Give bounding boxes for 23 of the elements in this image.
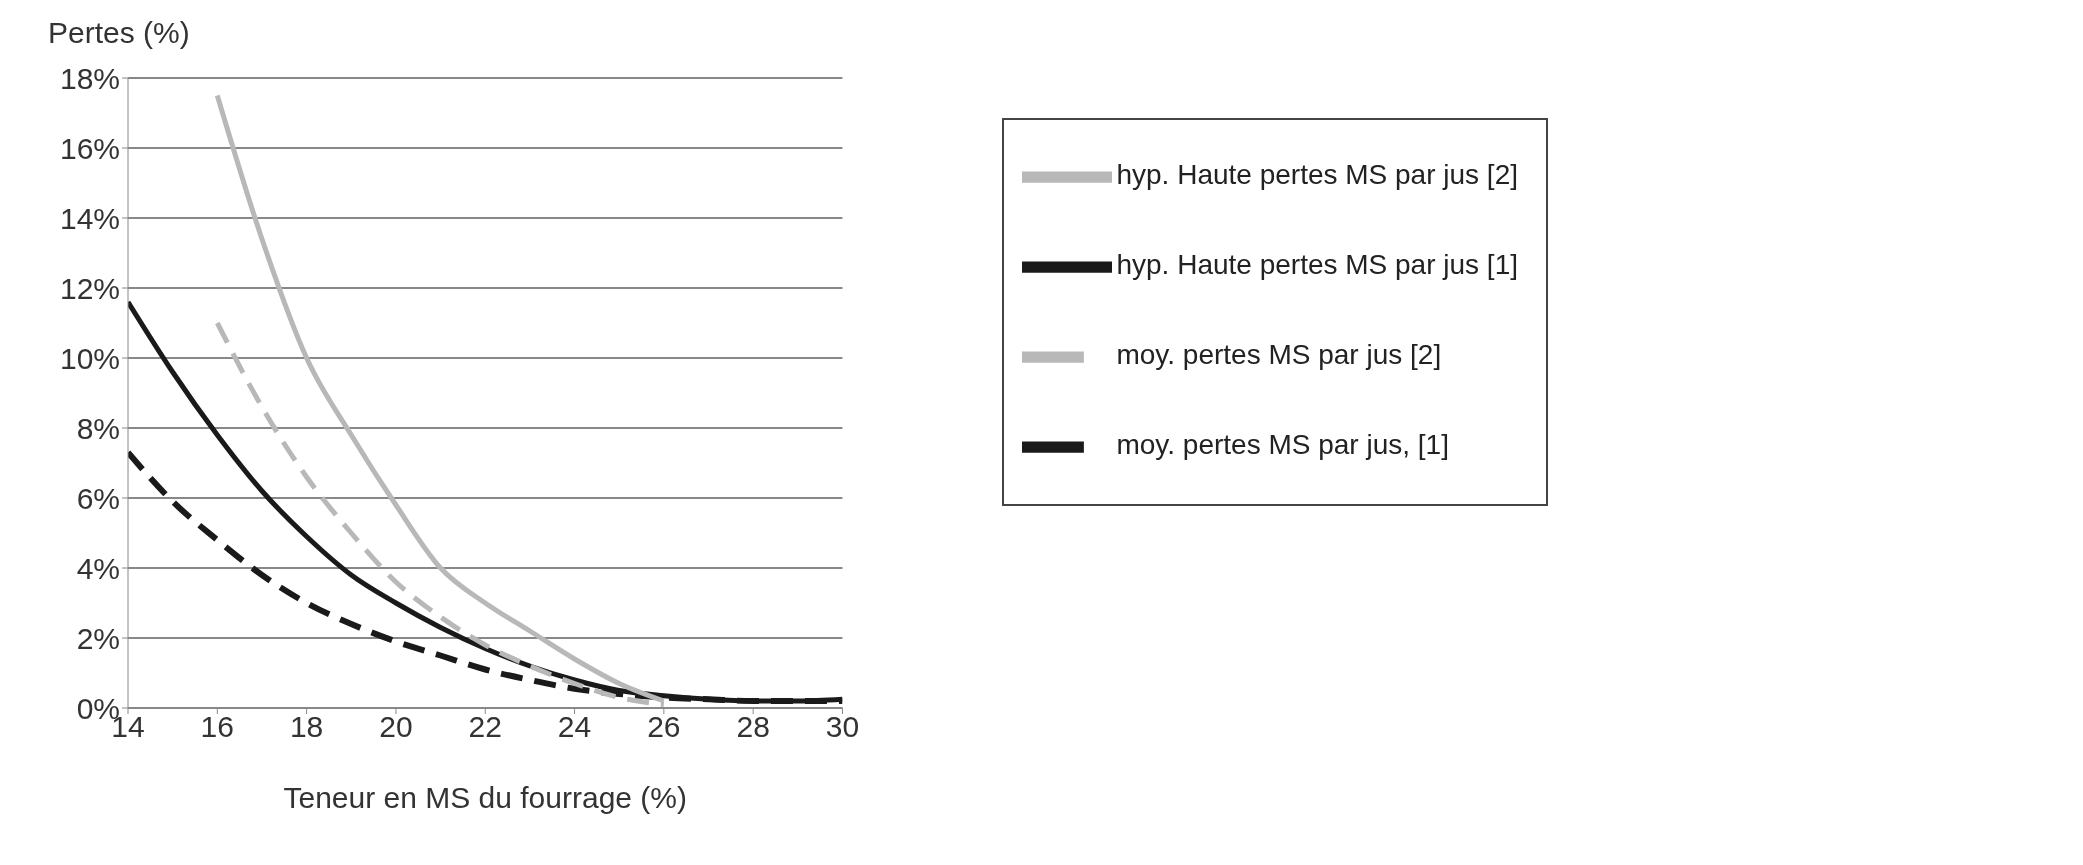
legend-label: hyp. Haute pertes MS par jus [1] — [1116, 249, 1518, 281]
y-tick-label: 4% — [76, 551, 120, 585]
y-axis-title: Pertes (%) — [48, 16, 190, 50]
y-tick-label: 8% — [76, 411, 120, 445]
y-tick-label: 6% — [76, 481, 120, 515]
y-tick-label: 2% — [76, 621, 120, 655]
y-tick-label: 16% — [59, 131, 120, 165]
legend-label: moy. pertes MS par jus, [1] — [1116, 429, 1449, 461]
x-tick-label: 30 — [825, 710, 860, 744]
x-tick-label: 16 — [200, 710, 234, 744]
y-tick-label: 10% — [59, 341, 120, 375]
x-tick-label: 22 — [468, 710, 502, 744]
x-tick-label: 26 — [647, 710, 681, 744]
x-tick-label: 24 — [557, 710, 592, 744]
y-tick-label: 12% — [59, 271, 120, 305]
x-tick-label: 28 — [736, 710, 770, 744]
x-axis-title: Teneur en MS du fourrage (%) — [283, 781, 688, 814]
legend-label: moy. pertes MS par jus [2] — [1116, 339, 1442, 371]
y-tick-label: 18% — [59, 61, 120, 95]
y-tick-label: 14% — [59, 201, 120, 235]
x-tick-label: 20 — [379, 710, 413, 744]
legend-label: hyp. Haute pertes MS par jus [2] — [1116, 159, 1518, 191]
x-tick-label: 18 — [289, 710, 324, 744]
